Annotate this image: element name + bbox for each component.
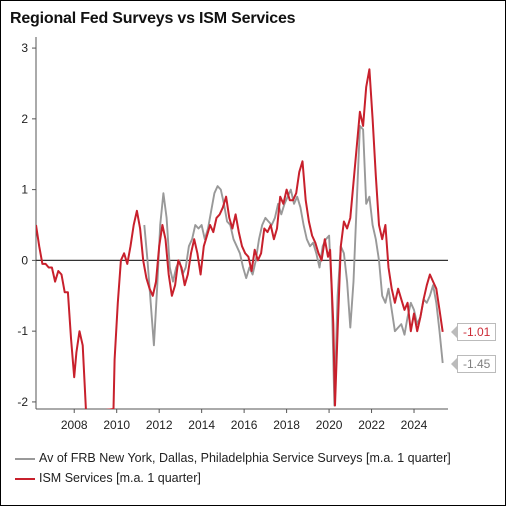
y-tick-label: 3: [21, 41, 28, 55]
y-tick-label: 0: [21, 253, 28, 267]
x-tick-label: 2024: [401, 418, 428, 432]
legend-swatch-frb: [15, 457, 35, 460]
x-tick-label: 2022: [358, 418, 385, 432]
x-tick-label: 2012: [146, 418, 173, 432]
x-tick-label: 2020: [316, 418, 343, 432]
frb-surveys-end-label: -1.45: [450, 355, 497, 373]
y-tick-label: -1: [17, 324, 28, 338]
x-tick-label: 2010: [103, 418, 130, 432]
x-tick-label: 2014: [188, 418, 215, 432]
axes-layer: -2 -1 0 1 2 3 2008 2010 2012 2014 2016 2018 2020 2022…: [17, 37, 448, 432]
x-tick-label: 2008: [61, 418, 88, 432]
y-tick-label: -2: [17, 395, 28, 409]
y-tick-label: 1: [21, 183, 28, 197]
y-tick-label: 2: [21, 112, 28, 126]
legend-label-frb: Av of FRB New York, Dallas, Philadelphia…: [39, 451, 451, 465]
chart-title: Regional Fed Surveys vs ISM Services: [10, 10, 296, 27]
frb-surveys-line: [143, 124, 444, 407]
x-tick-label: 2016: [231, 418, 258, 432]
series-layer: [36, 68, 444, 409]
ism-services-line: [36, 68, 444, 409]
legend-label-ism: ISM Services [m.a. 1 quarter]: [39, 471, 201, 485]
legend-item-frb-surveys: Av of FRB New York, Dallas, Philadelphia…: [15, 451, 495, 465]
legend-swatch-ism: [15, 477, 35, 480]
ism-services-end-label: -1.01: [450, 323, 497, 341]
x-tick-label: 2018: [273, 418, 300, 432]
legend-item-ism-services: ISM Services [m.a. 1 quarter]: [15, 471, 495, 485]
